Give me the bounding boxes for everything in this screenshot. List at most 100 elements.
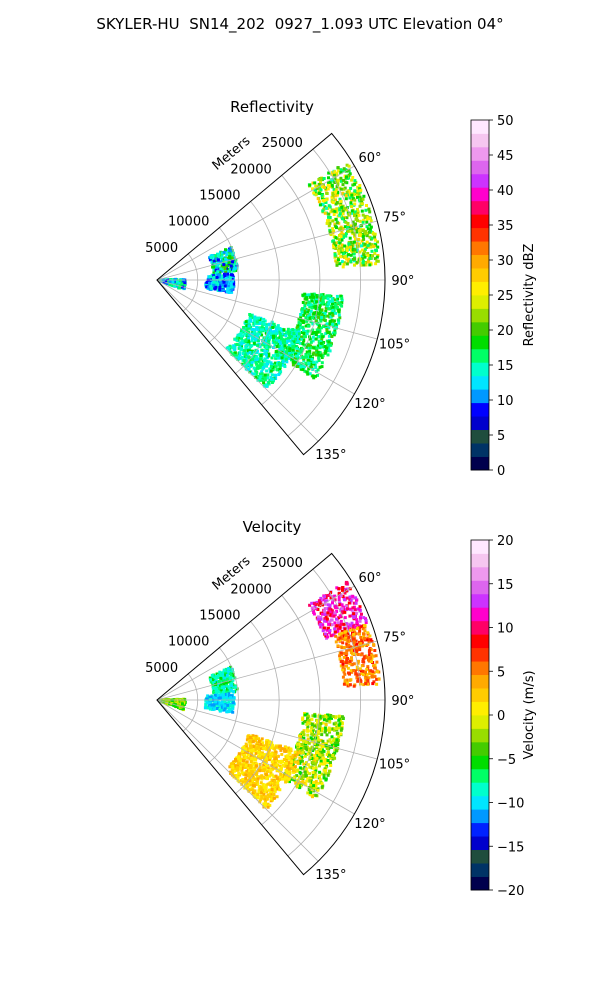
reflectivity-echo-gate xyxy=(344,232,348,235)
velocity-echo-gate xyxy=(372,664,375,668)
velocity-echo-gate xyxy=(322,776,326,780)
velocity-echo-gate xyxy=(308,721,312,725)
reflectivity-echo-gate xyxy=(336,166,340,170)
velocity-echo-gate xyxy=(216,686,220,690)
reflectivity-echo-gate xyxy=(355,216,359,220)
velocity-echo-gate xyxy=(340,603,344,607)
reflectivity-echo-gate xyxy=(358,219,362,223)
velocity-echo-gate xyxy=(329,596,333,600)
velocity-echo-gate xyxy=(252,745,256,749)
velocity-echo-gate xyxy=(308,765,312,769)
reflectivity-echo-gate xyxy=(174,277,177,281)
reflectivity-echo-gate xyxy=(250,361,254,365)
velocity-echo-gate xyxy=(330,614,334,618)
reflectivity-echo-gate xyxy=(229,284,233,288)
reflectivity-echo-gate xyxy=(304,324,308,328)
reflectivity-echo-gate xyxy=(356,195,359,199)
velocity-echo-gate xyxy=(273,789,277,793)
velocity-echo-gate xyxy=(316,788,320,792)
reflectivity-echo-gate xyxy=(219,260,223,264)
velocity-echo-gate xyxy=(212,707,216,711)
reflectivity-echo-gate xyxy=(331,331,335,335)
velocity-echo-gate xyxy=(366,678,370,682)
velocity-echo-gate xyxy=(258,749,261,753)
reflectivity-azimuth-tick-label: 75° xyxy=(383,210,406,225)
reflectivity-echo-gate xyxy=(178,279,182,283)
reflectivity-echo-gate xyxy=(324,310,328,313)
reflectivity-echo-gate xyxy=(319,188,323,192)
reflectivity-azimuth-spoke xyxy=(156,279,319,442)
velocity-echo-gate xyxy=(334,721,338,725)
reflectivity-echo-gate xyxy=(314,337,318,341)
velocity-echo-gate xyxy=(212,690,216,694)
reflectivity-echo-gate xyxy=(227,284,231,288)
velocity-echo-gate xyxy=(324,717,328,721)
velocity-echo-gate xyxy=(209,707,213,711)
velocity-echo-gate xyxy=(363,636,366,640)
velocity-echo-gate xyxy=(234,776,238,780)
reflectivity-echo-gate xyxy=(284,330,288,334)
reflectivity-echo-gate xyxy=(303,292,307,296)
reflectivity-echo-gate xyxy=(271,338,275,342)
reflectivity-echo-gate xyxy=(252,328,256,332)
velocity-echo-gate xyxy=(210,703,214,707)
velocity-echo-gate xyxy=(343,598,346,602)
reflectivity-echo-gate xyxy=(247,320,251,324)
reflectivity-echo-gate xyxy=(340,298,344,302)
velocity-echo-gate xyxy=(260,751,264,755)
velocity-echo-gate xyxy=(338,614,342,618)
reflectivity-echo-gate xyxy=(211,265,215,269)
reflectivity-echo-gate xyxy=(251,357,255,361)
velocity-echo-gate xyxy=(314,769,318,773)
reflectivity-echo-gate xyxy=(363,255,367,259)
velocity-echo-gate xyxy=(219,701,223,705)
velocity-echo-gate xyxy=(225,696,229,700)
reflectivity-echo-gate xyxy=(334,241,338,245)
reflectivity-echo-gate xyxy=(317,341,321,345)
velocity-echo-gate xyxy=(280,752,284,756)
reflectivity-echo-gate xyxy=(304,309,308,313)
velocity-echo-gate xyxy=(315,734,318,738)
reflectivity-echo-gate xyxy=(334,305,338,309)
reflectivity-echo-gate xyxy=(352,252,356,256)
velocity-echo-gate xyxy=(265,790,269,794)
reflectivity-colorbar-tick-label: 0 xyxy=(497,464,505,479)
reflectivity-echo-gate xyxy=(219,281,223,285)
velocity-echo-gate xyxy=(313,759,317,763)
velocity-echo-gate xyxy=(341,641,345,645)
reflectivity-echo-gate xyxy=(284,350,288,354)
velocity-echo-gate xyxy=(251,735,255,739)
reflectivity-echo-gate xyxy=(335,173,339,177)
reflectivity-echo-gate xyxy=(302,357,306,361)
velocity-echo-gate xyxy=(330,745,333,749)
reflectivity-echo-gate xyxy=(361,261,365,265)
reflectivity-echo-gate xyxy=(229,281,233,285)
velocity-echo-gate xyxy=(308,603,312,607)
velocity-echo-gate xyxy=(217,679,221,683)
reflectivity-echo-gate xyxy=(324,325,328,329)
velocity-echo-gate xyxy=(319,623,323,626)
reflectivity-echo-gate xyxy=(267,360,271,364)
reflectivity-echo-gate xyxy=(366,231,370,235)
reflectivity-echo-gate xyxy=(252,330,256,334)
reflectivity-echo-gate xyxy=(357,237,361,241)
velocity-echo-gate xyxy=(331,598,335,602)
reflectivity-echo-gate xyxy=(229,246,233,250)
velocity-echo-gate xyxy=(338,603,342,607)
velocity-echo-gate xyxy=(240,768,244,772)
velocity-echo-gate xyxy=(364,621,368,624)
reflectivity-echo-gate xyxy=(366,254,370,258)
reflectivity-echo-gate xyxy=(223,275,227,279)
reflectivity-echo-gate xyxy=(358,204,362,208)
reflectivity-sector-frame xyxy=(156,132,386,456)
reflectivity-echo-gate xyxy=(222,288,226,292)
reflectivity-echo-gate xyxy=(285,337,289,341)
velocity-echo-gate xyxy=(305,712,309,716)
reflectivity-echo-gate xyxy=(311,322,315,326)
reflectivity-echo-gate xyxy=(332,187,336,191)
reflectivity-echo-gate xyxy=(299,326,303,330)
reflectivity-echo-gate xyxy=(297,362,301,366)
reflectivity-echo-gate xyxy=(343,207,347,210)
velocity-echo-gate xyxy=(363,629,367,633)
reflectivity-echo-gate xyxy=(232,353,236,357)
